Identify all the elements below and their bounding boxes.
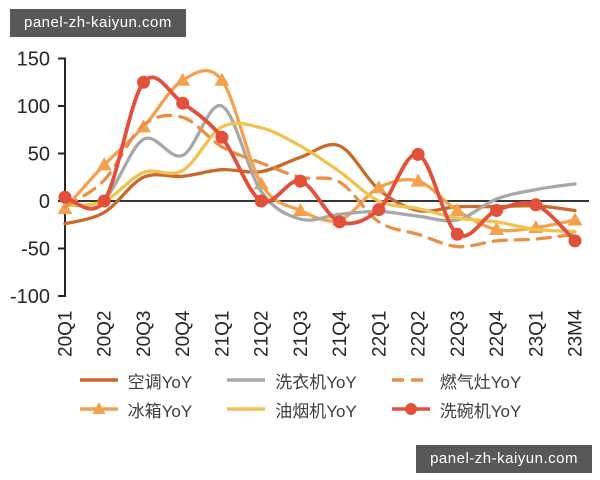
data-point-marker-circle bbox=[372, 203, 386, 217]
data-point-marker-triangle bbox=[449, 203, 465, 216]
data-point-marker-circle bbox=[176, 96, 190, 110]
legend-label: 洗衣机YoY bbox=[275, 372, 357, 392]
series-line-燃气灶YoY bbox=[63, 113, 577, 249]
data-point-marker-triangle bbox=[410, 173, 426, 187]
x-axis-tick-label: 20Q4 bbox=[173, 310, 194, 357]
x-axis-tick-label: 22Q1 bbox=[369, 311, 390, 357]
data-point-marker-triangle bbox=[489, 222, 504, 235]
data-point-marker-circle bbox=[58, 190, 72, 204]
series-line-油烟机YoY bbox=[63, 121, 577, 234]
x-axis-tick-label: 22Q4 bbox=[487, 310, 508, 357]
x-axis-tick-label: 22Q2 bbox=[409, 311, 430, 357]
data-point-marker-circle bbox=[450, 227, 464, 241]
series-line-洗衣机YoY bbox=[63, 104, 577, 223]
x-axis-tick-label: 21Q1 bbox=[212, 311, 233, 357]
data-point-marker-circle bbox=[568, 234, 582, 248]
legend-swatch-冰箱YoY bbox=[79, 402, 118, 414]
x-axis-tick-label: 23Q1 bbox=[526, 311, 547, 357]
legend-item-洗衣机YoY: 洗衣机YoY bbox=[226, 368, 357, 392]
data-point-marker-triangle bbox=[214, 72, 230, 86]
x-axis-tick-label: 23M4 bbox=[566, 309, 587, 357]
legend-item-油烟机YoY: 油烟机YoY bbox=[226, 397, 357, 421]
y-axis-tick-label: -100 bbox=[10, 286, 50, 308]
data-point-marker-circle bbox=[333, 215, 347, 229]
legend-swatch-空调YoY bbox=[79, 378, 118, 382]
data-point-marker-triangle bbox=[96, 157, 112, 171]
data-point-marker-triangle bbox=[567, 212, 583, 226]
legend-label: 空调YoY bbox=[127, 372, 193, 392]
chart-canvas: 150 100 50 0 -50 -100 20Q1 20Q2 20Q3 20Q4 21Q1 21Q2… bbox=[10, 49, 589, 357]
legend-label: 冰箱YoY bbox=[127, 401, 193, 421]
x-axis-tick-label: 20Q2 bbox=[95, 311, 116, 357]
legend-item-燃气灶YoY: 燃气灶YoY bbox=[391, 368, 522, 392]
y-axis-tick-label: -50 bbox=[21, 239, 50, 261]
legend-item-空调YoY: 空调YoY bbox=[79, 368, 193, 392]
y-axis-tick-label: 100 bbox=[17, 96, 50, 118]
legend-swatch-油烟机YoY bbox=[227, 407, 266, 411]
data-point-marker-circle bbox=[97, 194, 111, 208]
data-point-marker-triangle bbox=[371, 180, 387, 194]
data-point-marker-circle bbox=[411, 147, 425, 161]
watermark-bottom: panel-zh-kaiyun.com bbox=[416, 445, 592, 473]
x-axis-tick-label: 20Q3 bbox=[134, 311, 155, 357]
data-point-marker-circle bbox=[215, 130, 229, 144]
y-axis-tick-label: 0 bbox=[39, 191, 50, 213]
y-axis-tick-label: 50 bbox=[28, 144, 50, 166]
legend-marker-triangle-icon bbox=[92, 402, 106, 414]
data-point-marker-circle bbox=[254, 194, 268, 208]
x-axis-tick-label: 20Q1 bbox=[56, 311, 77, 357]
legend-label: 油烟机YoY bbox=[275, 401, 357, 421]
legend-label: 燃气灶YoY bbox=[439, 372, 522, 392]
data-point-marker-circle bbox=[137, 75, 150, 89]
legend-swatch-洗碗机YoY bbox=[391, 403, 430, 415]
x-axis-tick-label: 22Q3 bbox=[448, 311, 469, 357]
x-axis-tick-label: 21Q3 bbox=[291, 311, 312, 357]
data-point-marker-circle bbox=[490, 204, 503, 217]
legend-marker-circle-icon bbox=[404, 403, 417, 415]
x-axis-tick-label: 21Q2 bbox=[252, 311, 273, 357]
legend-item-冰箱YoY: 冰箱YoY bbox=[79, 397, 193, 421]
line-chart: 150 100 50 0 -50 -100 20Q1 20Q2 20Q3 20Q4 21Q1 21Q2… bbox=[10, 49, 589, 357]
legend-label: 洗碗机YoY bbox=[439, 401, 522, 421]
legend-swatch-洗衣机YoY bbox=[227, 378, 266, 382]
data-point-marker-triangle bbox=[175, 72, 191, 86]
legend-item-洗碗机YoY: 洗碗机YoY bbox=[391, 397, 522, 421]
y-axis-tick-label: 150 bbox=[17, 49, 50, 71]
data-point-marker-triangle bbox=[292, 203, 308, 216]
watermark-top: panel-zh-kaiyun.com bbox=[10, 9, 186, 37]
legend-swatch-燃气灶YoY bbox=[391, 378, 430, 382]
chart-legend: 空调YoY 冰箱YoY 洗衣机YoY 油烟机YoY 燃气灶YoY 洗碗机YoY bbox=[0, 368, 600, 421]
x-axis-tick-label: 21Q4 bbox=[330, 310, 351, 357]
data-point-marker-circle bbox=[529, 198, 543, 212]
data-point-marker-circle bbox=[293, 174, 307, 188]
